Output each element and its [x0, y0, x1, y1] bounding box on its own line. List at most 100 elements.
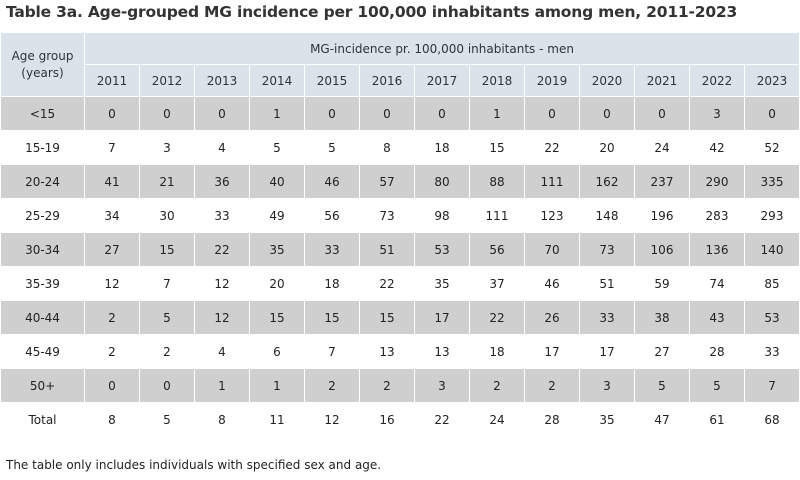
- value-cell: 51: [359, 232, 415, 267]
- value-cell: 26: [524, 300, 580, 335]
- table-row: 50+ 0 0 1 1 2 2 3 2 2 3 5 5 7: [0, 368, 800, 403]
- incidence-table: Age group (years) MG-incidence pr. 100,0…: [0, 32, 800, 437]
- value-cell: 0: [304, 96, 360, 131]
- value-cell: 1: [194, 368, 250, 403]
- age-group-header: Age group (years): [0, 32, 85, 97]
- value-cell: 35: [414, 266, 470, 301]
- value-cell: 8: [84, 402, 140, 437]
- value-cell: 2: [524, 368, 580, 403]
- value-cell: 2: [304, 368, 360, 403]
- value-cell: 98: [414, 198, 470, 233]
- table-row: 35-39 12 7 12 20 18 22 35 37 46 51 59 74 85: [0, 266, 800, 301]
- age-group-cell: Total: [0, 402, 85, 437]
- value-cell: 59: [634, 266, 690, 301]
- value-cell: 5: [139, 402, 195, 437]
- value-cell: 2: [84, 300, 140, 335]
- year-header-2011: 2011: [84, 64, 140, 97]
- year-header-2012: 2012: [139, 64, 195, 97]
- value-cell: 123: [524, 198, 580, 233]
- group-header-row: Age group (years) MG-incidence pr. 100,0…: [0, 32, 800, 97]
- value-cell: 18: [304, 266, 360, 301]
- value-cell: 15: [359, 300, 415, 335]
- age-group-cell: 25-29: [0, 198, 85, 233]
- value-cell: 34: [84, 198, 140, 233]
- value-cell: 56: [304, 198, 360, 233]
- value-cell: 2: [84, 334, 140, 369]
- age-group-cell: 30-34: [0, 232, 85, 267]
- value-cell: 3: [579, 368, 635, 403]
- value-cell: 7: [139, 266, 195, 301]
- value-cell: 17: [414, 300, 470, 335]
- value-cell: 2: [139, 334, 195, 369]
- value-cell: 73: [579, 232, 635, 267]
- value-cell: 36: [194, 164, 250, 199]
- value-cell: 73: [359, 198, 415, 233]
- value-cell: 61: [689, 402, 745, 437]
- footnote: The table only includes individuals with…: [6, 458, 382, 472]
- value-cell: 37: [469, 266, 525, 301]
- table-row: 25-29 34 30 33 49 56 73 98 111 123 148 196 283 293: [0, 198, 800, 233]
- value-cell: 40: [249, 164, 305, 199]
- value-cell: 293: [743, 198, 800, 233]
- age-group-cell: 20-24: [0, 164, 85, 199]
- table-title: Table 3a. Age-grouped MG incidence per 1…: [6, 3, 738, 21]
- age-group-cell: <15: [0, 96, 85, 131]
- value-cell: 0: [139, 368, 195, 403]
- value-cell: 20: [249, 266, 305, 301]
- value-cell: 5: [689, 368, 745, 403]
- value-cell: 283: [689, 198, 745, 233]
- value-cell: 46: [524, 266, 580, 301]
- value-cell: 57: [359, 164, 415, 199]
- value-cell: 111: [469, 198, 525, 233]
- value-cell: 18: [414, 130, 470, 165]
- value-cell: 140: [743, 232, 800, 267]
- value-cell: 196: [634, 198, 690, 233]
- value-cell: 53: [743, 300, 800, 335]
- value-cell: 3: [689, 96, 745, 131]
- value-cell: 22: [469, 300, 525, 335]
- value-cell: 51: [579, 266, 635, 301]
- value-cell: 0: [139, 96, 195, 131]
- value-cell: 3: [139, 130, 195, 165]
- value-cell: 15: [139, 232, 195, 267]
- value-cell: 0: [634, 96, 690, 131]
- value-cell: 136: [689, 232, 745, 267]
- value-cell: 28: [689, 334, 745, 369]
- value-cell: 33: [743, 334, 800, 369]
- age-group-header-line2: (years): [21, 65, 64, 80]
- value-cell: 41: [84, 164, 140, 199]
- year-header-2013: 2013: [194, 64, 250, 97]
- value-cell: 33: [194, 198, 250, 233]
- value-cell: 80: [414, 164, 470, 199]
- value-cell: 148: [579, 198, 635, 233]
- value-cell: 22: [359, 266, 415, 301]
- table-row: 15-19 7 3 4 5 5 8 18 15 22 20 24 42 52: [0, 130, 800, 165]
- value-cell: 8: [194, 402, 250, 437]
- age-group-cell: 35-39: [0, 266, 85, 301]
- age-group-cell: 45-49: [0, 334, 85, 369]
- year-header-2020: 2020: [579, 64, 635, 97]
- value-cell: 237: [634, 164, 690, 199]
- value-cell: 111: [524, 164, 580, 199]
- value-cell: 17: [579, 334, 635, 369]
- table-row: 20-24 41 21 36 40 46 57 80 88 111 162 237 290 335: [0, 164, 800, 199]
- value-cell: 21: [139, 164, 195, 199]
- year-header-2017: 2017: [414, 64, 470, 97]
- value-cell: 49: [249, 198, 305, 233]
- value-cell: 0: [194, 96, 250, 131]
- age-group-cell: 40-44: [0, 300, 85, 335]
- value-cell: 16: [359, 402, 415, 437]
- value-cell: 290: [689, 164, 745, 199]
- table-row: <15 0 0 0 1 0 0 0 1 0 0 0 3 0: [0, 96, 800, 131]
- table-row: Total 8 5 8 11 12 16 22 24 28 35 47 61 68: [0, 402, 800, 437]
- value-cell: 70: [524, 232, 580, 267]
- value-cell: 27: [634, 334, 690, 369]
- table-row: 40-44 2 5 12 15 15 15 17 22 26 33 38 43 53: [0, 300, 800, 335]
- value-cell: 2: [359, 368, 415, 403]
- value-cell: 46: [304, 164, 360, 199]
- value-cell: 4: [194, 130, 250, 165]
- value-cell: 0: [84, 368, 140, 403]
- value-cell: 22: [524, 130, 580, 165]
- value-cell: 5: [139, 300, 195, 335]
- value-cell: 5: [304, 130, 360, 165]
